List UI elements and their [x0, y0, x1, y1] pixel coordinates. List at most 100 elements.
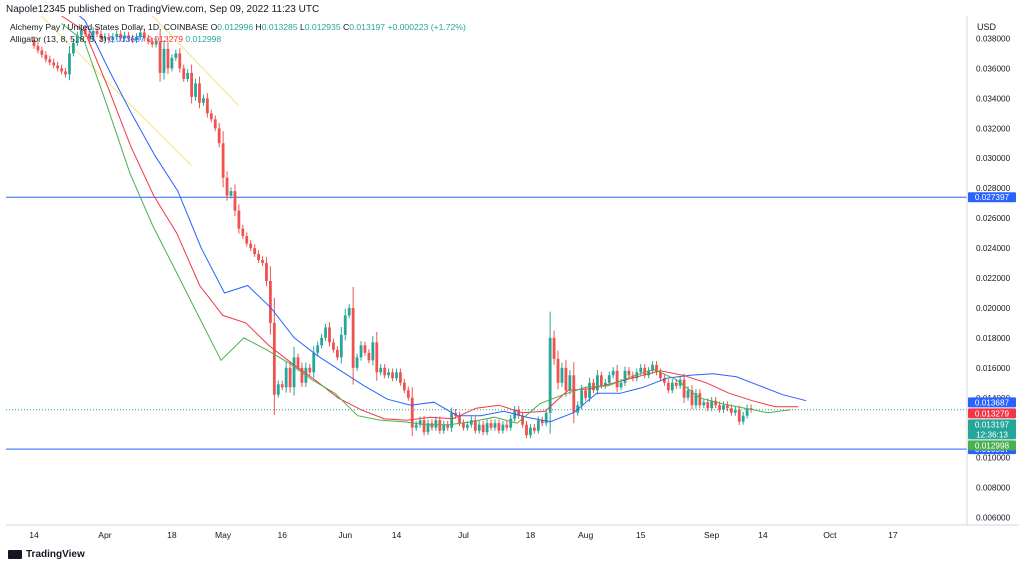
candle-body[interactable]	[182, 68, 186, 79]
candle-body[interactable]	[194, 83, 197, 97]
candle-body[interactable]	[87, 33, 91, 39]
candle-body[interactable]	[296, 357, 300, 368]
candle-body[interactable]	[135, 36, 138, 40]
candle-body[interactable]	[422, 420, 426, 433]
candle-body[interactable]	[529, 427, 532, 436]
candle-body[interactable]	[44, 54, 48, 60]
candle-body[interactable]	[241, 228, 245, 237]
candle-body[interactable]	[178, 53, 182, 69]
candle-body[interactable]	[229, 191, 233, 196]
candle-body[interactable]	[170, 57, 174, 69]
candle-body[interactable]	[631, 375, 635, 379]
candle-body[interactable]	[710, 400, 714, 409]
candle-body[interactable]	[430, 423, 434, 428]
candle-body[interactable]	[588, 382, 591, 398]
candle-body[interactable]	[729, 408, 733, 413]
candle-body[interactable]	[466, 424, 469, 428]
symbol-title[interactable]: Alchemy Pay / United States Dollar, 1D, …	[10, 22, 209, 32]
candle-body[interactable]	[726, 405, 729, 409]
candle-body[interactable]	[332, 342, 335, 350]
candle-body[interactable]	[174, 53, 178, 58]
candle-body[interactable]	[525, 424, 528, 436]
candle-body[interactable]	[473, 420, 477, 431]
candle-body[interactable]	[572, 375, 576, 413]
candle-body[interactable]	[418, 420, 422, 425]
candle-body[interactable]	[99, 33, 103, 39]
candle-body[interactable]	[623, 370, 627, 383]
candle-body[interactable]	[198, 83, 201, 103]
candle-body[interactable]	[599, 375, 603, 386]
candle-body[interactable]	[611, 370, 615, 376]
candle-body[interactable]	[536, 420, 540, 431]
candle-body[interactable]	[205, 98, 209, 114]
candle-body[interactable]	[643, 367, 647, 376]
candle-body[interactable]	[111, 36, 115, 40]
candle-body[interactable]	[213, 119, 217, 129]
candle-body[interactable]	[316, 345, 320, 353]
candle-body[interactable]	[493, 423, 497, 428]
plot-area[interactable]	[6, 1, 967, 450]
candle-body[interactable]	[477, 424, 481, 431]
candle-body[interactable]	[284, 367, 288, 388]
candle-body[interactable]	[521, 415, 524, 425]
candle-body[interactable]	[489, 423, 493, 428]
candle-body[interactable]	[442, 424, 446, 431]
candle-body[interactable]	[607, 375, 611, 383]
candle-body[interactable]	[328, 327, 331, 343]
candle-body[interactable]	[276, 384, 280, 395]
candle-body[interactable]	[509, 418, 513, 428]
candle-body[interactable]	[261, 260, 264, 264]
candle-body[interactable]	[202, 98, 205, 103]
candle-body[interactable]	[532, 427, 536, 431]
candle-body[interactable]	[540, 420, 544, 424]
candle-body[interactable]	[544, 412, 548, 424]
candle-body[interactable]	[72, 42, 75, 54]
candle-body[interactable]	[647, 370, 651, 376]
candle-body[interactable]	[659, 372, 662, 379]
trend-line[interactable]	[148, 12, 240, 107]
candle-body[interactable]	[666, 382, 670, 391]
candle-body[interactable]	[714, 400, 718, 406]
candle-body[interactable]	[718, 405, 721, 410]
candle-body[interactable]	[694, 393, 698, 406]
candle-body[interactable]	[469, 420, 473, 425]
candle-body[interactable]	[40, 50, 44, 55]
candle-body[interactable]	[383, 367, 387, 376]
candle-body[interactable]	[741, 415, 745, 422]
candle-body[interactable]	[501, 424, 505, 431]
alligator-jaw-line[interactable]	[62, 1, 807, 423]
candle-body[interactable]	[225, 177, 229, 196]
candle-body[interactable]	[186, 72, 190, 79]
candle-body[interactable]	[359, 345, 363, 358]
candle-body[interactable]	[580, 390, 584, 406]
candle-body[interactable]	[733, 409, 737, 413]
candle-body[interactable]	[64, 71, 67, 75]
candle-body[interactable]	[702, 402, 706, 406]
candle-body[interactable]	[265, 263, 268, 281]
candle-body[interactable]	[75, 35, 79, 43]
candle-body[interactable]	[217, 128, 221, 144]
candle-body[interactable]	[603, 382, 607, 386]
candle-body[interactable]	[426, 423, 430, 433]
candle-body[interactable]	[568, 375, 572, 391]
candle-body[interactable]	[395, 372, 398, 379]
candle-body[interactable]	[249, 243, 253, 249]
candle-body[interactable]	[123, 35, 127, 39]
candle-body[interactable]	[269, 280, 272, 323]
candle-body[interactable]	[154, 41, 158, 45]
candle-body[interactable]	[343, 315, 347, 335]
candle-body[interactable]	[355, 357, 359, 368]
candle-body[interactable]	[391, 372, 394, 379]
candle-body[interactable]	[497, 423, 501, 431]
candle-body[interactable]	[406, 390, 410, 398]
candle-body[interactable]	[95, 30, 99, 34]
candle-body[interactable]	[166, 48, 170, 69]
candle-body[interactable]	[68, 53, 71, 75]
candle-body[interactable]	[399, 372, 402, 383]
candle-body[interactable]	[245, 236, 249, 244]
candle-body[interactable]	[60, 68, 63, 72]
candle-body[interactable]	[639, 367, 643, 373]
candle-body[interactable]	[351, 307, 355, 368]
candle-body[interactable]	[339, 334, 343, 358]
